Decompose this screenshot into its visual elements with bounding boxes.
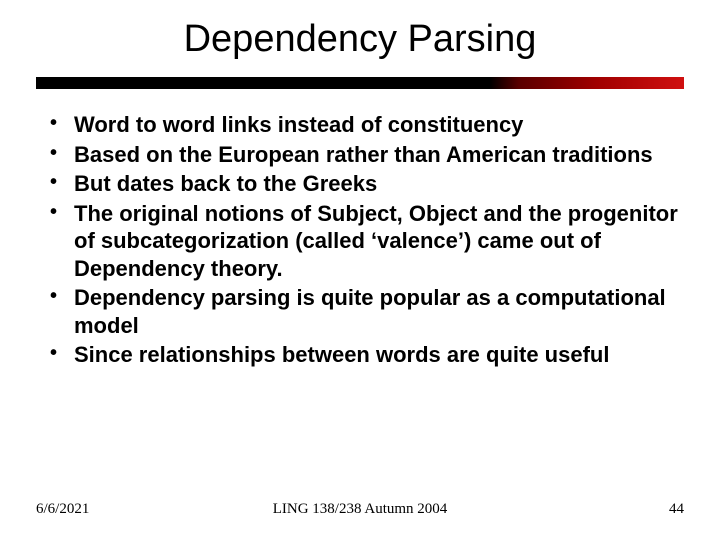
footer-date: 6/6/2021 [36,501,89,518]
footer-page: 44 [669,501,684,518]
bullet-list: Word to word links instead of constituen… [36,111,684,369]
divider-red [490,77,684,89]
slide: Dependency Parsing Word to word links in… [0,0,720,540]
list-item: The original notions of Subject, Object … [50,200,684,283]
title-divider [36,77,684,89]
list-item: Since relationships between words are qu… [50,341,684,369]
list-item: Dependency parsing is quite popular as a… [50,284,684,339]
list-item: Based on the European rather than Americ… [50,141,684,169]
list-item: Word to word links instead of constituen… [50,111,684,139]
footer-course: LING 138/238 Autumn 2004 [36,501,684,518]
slide-footer: 6/6/2021 LING 138/238 Autumn 2004 44 [36,501,684,518]
list-item: But dates back to the Greeks [50,170,684,198]
slide-title: Dependency Parsing [36,18,684,61]
